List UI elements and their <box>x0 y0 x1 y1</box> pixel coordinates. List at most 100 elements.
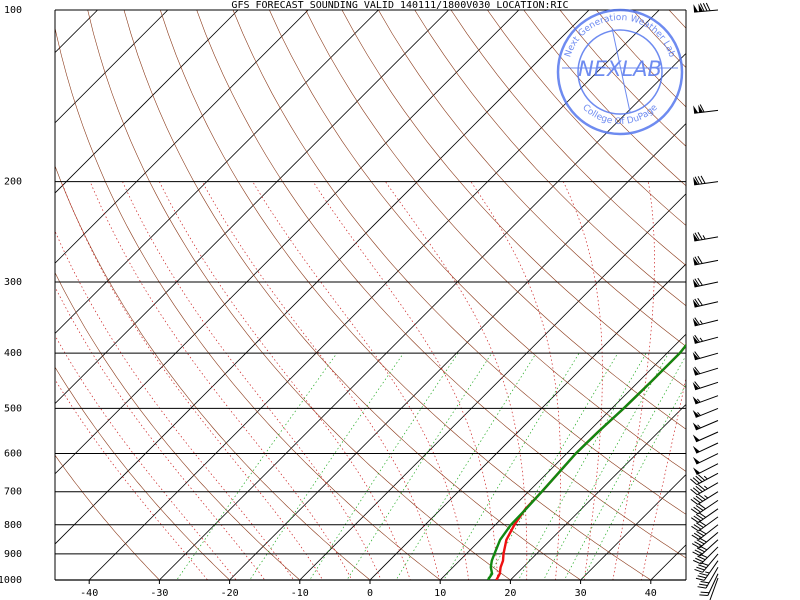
dewpoint-point <box>487 579 489 580</box>
dewpoint-profile-line <box>486 343 686 580</box>
wind-barb-pennant <box>692 396 700 404</box>
isotherm-line <box>0 10 27 592</box>
wind-barb-pennant <box>692 382 699 390</box>
isotherm-line <box>55 10 169 124</box>
wind-barb-flag <box>695 475 703 483</box>
wind-barb <box>692 463 719 475</box>
wind-barb-staff <box>696 472 719 486</box>
wind-barb-staff <box>695 407 719 418</box>
wind-barb-flag <box>694 549 703 555</box>
nexlab-logo: Next Generation Weather Lab College Of D… <box>556 8 684 136</box>
wind-barb <box>692 442 719 454</box>
wind-barb-flag <box>694 176 700 185</box>
moist-adiabat-line <box>61 181 324 580</box>
mixing-ratio-line <box>443 353 580 580</box>
wind-barb-flag <box>691 517 699 523</box>
temperature-axis-labels: -40 -30 -20 -10 0 10 20 30 40 <box>80 580 657 599</box>
moist-adiabat-line <box>470 181 561 580</box>
isotherm-line <box>709 10 800 592</box>
wind-barb-flag <box>697 586 707 589</box>
moist-adiabat-line <box>252 181 470 580</box>
dewpoint-point <box>649 381 652 383</box>
wind-barb-flag <box>697 255 703 264</box>
wind-barb-pennant <box>692 299 699 308</box>
moist-adiabat-line <box>612 181 655 580</box>
dry-adiabat-line <box>55 165 371 580</box>
wind-barb <box>692 317 719 327</box>
chart-title: GFS FORECAST SOUNDING VALID 140111/1800V… <box>231 0 568 11</box>
wind-barb-flag <box>691 525 699 532</box>
wind-barb-staff <box>703 560 719 581</box>
dewpoint-point <box>746 181 747 182</box>
dewpoint-point <box>525 508 527 510</box>
temperature-point <box>727 281 728 282</box>
dewpoint-point <box>726 281 727 282</box>
temperature-tick-label: 10 <box>434 588 446 599</box>
isotherm-line <box>369 263 686 580</box>
wind-barb-flag <box>693 515 702 522</box>
pressure-tick-label: 900 <box>4 549 22 560</box>
wind-barb <box>693 2 719 13</box>
temperature-profile-line <box>495 343 686 580</box>
wind-barb-flag <box>700 580 710 584</box>
wind-barb-flag <box>694 351 701 359</box>
wind-barb-pennant <box>692 318 699 326</box>
wind-barb-flag <box>693 497 701 504</box>
isotherm-line <box>650 544 686 580</box>
wind-barb-pennant <box>692 467 701 475</box>
mixing-ratio-line <box>309 353 459 580</box>
dry-adiabat-line <box>341 10 686 388</box>
dry-adiabat-line <box>55 26 441 580</box>
dewpoint-point <box>706 320 707 321</box>
wind-barb-half-flag <box>703 475 708 480</box>
wind-barb-flag <box>698 512 706 518</box>
mixing-ratio-line <box>249 353 404 580</box>
moist-adiabat-line <box>122 181 382 580</box>
pressure-tick-label: 400 <box>4 348 22 359</box>
dewpoint-point <box>739 110 740 111</box>
mixing-ratio-line <box>176 352 338 580</box>
wind-barb-flag <box>696 539 705 545</box>
isobar-lines <box>54 9 687 581</box>
wind-barb-flag <box>694 568 703 573</box>
mixing-ratio-line <box>518 353 647 580</box>
dewpoint-point <box>510 524 512 526</box>
dewpoint-point <box>597 431 599 433</box>
wind-barbs <box>690 2 719 600</box>
wind-barb-half-flag <box>699 320 703 325</box>
dry-adiabat-line <box>160 10 652 580</box>
wind-barb-flag <box>694 256 700 265</box>
wind-barb-flag <box>695 495 704 502</box>
dewpoint-point <box>490 566 492 568</box>
wind-barb-flag <box>699 3 705 12</box>
wind-barb <box>692 431 719 443</box>
dry-adiabat-line <box>705 10 800 592</box>
wind-barb-half-flag <box>697 412 701 416</box>
wind-barb-flag <box>702 3 708 12</box>
dry-adiabat-line <box>305 10 686 430</box>
mixing-ratio-lines <box>176 352 686 580</box>
wind-barb-flag <box>698 474 706 481</box>
wind-barb-half-flag <box>697 424 701 429</box>
logo-ring-top: Next Generation Weather Lab <box>563 13 676 59</box>
pressure-axis-labels: 100 200 300 400 500 600 700 800 900 1000 <box>0 5 22 586</box>
wind-barb-staff <box>694 336 719 344</box>
wind-barb-flag <box>697 277 703 286</box>
wind-barb <box>692 381 719 391</box>
pressure-tick-label: 100 <box>4 5 22 16</box>
temperature-tick-label: -30 <box>150 588 168 599</box>
wind-barb-flag <box>695 513 704 520</box>
wind-barb <box>692 351 719 361</box>
wind-barb-staff <box>702 553 719 573</box>
wind-barb-flag <box>697 176 703 185</box>
wind-barb-pennant <box>698 104 704 113</box>
isotherm-line <box>55 10 309 264</box>
wind-barb-flag <box>691 534 700 540</box>
wind-barb-flag <box>693 506 701 513</box>
isotherm-line <box>55 10 379 334</box>
temperature-point <box>495 579 497 580</box>
wind-barb-flag <box>697 231 703 240</box>
wind-barb-half-flag <box>696 398 701 403</box>
dry-adiabat-line <box>523 10 686 187</box>
moist-adiabat-line <box>159 181 411 580</box>
